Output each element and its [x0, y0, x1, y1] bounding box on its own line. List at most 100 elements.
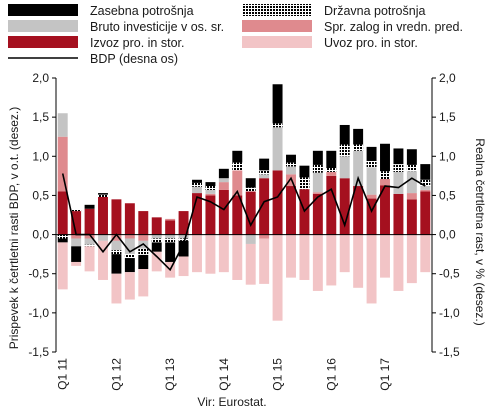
- legend-swatch-4: [8, 36, 78, 48]
- source-note: Vir: Eurostat.: [197, 395, 266, 409]
- bar-0-0: [57, 191, 68, 235]
- bar-4-1: [71, 246, 82, 262]
- bar-2-14: [245, 234, 256, 244]
- bar-2-10: [192, 186, 202, 194]
- left-tick-label: 1,5: [32, 110, 49, 124]
- bar-3-4: [111, 250, 122, 255]
- bar-3-15: [259, 170, 270, 175]
- bar-4-0: [57, 238, 68, 243]
- bar-1-2: [84, 234, 95, 239]
- bar-0-13: [232, 195, 243, 235]
- bar-0-10: [192, 193, 202, 235]
- bar-1-0: [57, 136, 68, 192]
- right-axis-ticks: 2,0 1,5 1,0 0,5 0,0 -0,5 -1,0 -1,5: [432, 71, 460, 359]
- bar-2-1: [71, 238, 82, 247]
- bar-2-7: [151, 234, 162, 239]
- x-tick-label: Q1 12: [109, 358, 123, 391]
- bar-2-3: [98, 234, 108, 241]
- bar-4-5: [124, 258, 135, 273]
- bar-5-5: [124, 272, 135, 300]
- bar-4-25: [393, 148, 404, 165]
- legend-label-4: Izvoz pro. in stor.: [90, 36, 184, 50]
- bar-4-22: [353, 128, 364, 145]
- bar-3-25: [393, 164, 404, 172]
- bar-1-11: [205, 193, 216, 196]
- bar-4-11: [205, 182, 216, 187]
- bar-4-21: [339, 124, 350, 145]
- bar-0-5: [124, 203, 135, 235]
- bar-0-6: [138, 211, 149, 235]
- bar-2-26: [406, 171, 417, 194]
- bar-4-3: [98, 193, 108, 195]
- bar-0-3: [98, 196, 108, 235]
- x-tick-label: Q1 17: [378, 358, 392, 391]
- bar-5-18: [299, 234, 310, 280]
- bar-2-0: [57, 113, 68, 137]
- bar-0-7: [151, 217, 162, 235]
- bar-3-13: [232, 162, 243, 171]
- bar-3-23: [366, 160, 377, 168]
- legend: Zasebna potrošnja Državna potrošnja Bruto …: [8, 4, 463, 66]
- bar-3-2: [84, 244, 95, 247]
- bar-0-16: [272, 170, 283, 235]
- bar-3-19: [312, 164, 323, 173]
- legend-label-0: Zasebna potrošnja: [90, 4, 194, 18]
- bar-2-27: [420, 186, 431, 190]
- bar-2-9: [178, 234, 189, 239]
- left-tick-label: -1,5: [28, 345, 49, 359]
- bar-0-27: [420, 191, 431, 235]
- bar-0-22: [353, 186, 364, 235]
- bar-2-17: [286, 166, 296, 175]
- bar-3-18: [299, 177, 310, 190]
- bar-4-20: [326, 150, 337, 169]
- left-tick-label: 0,0: [32, 228, 49, 242]
- bar-3-8: [165, 238, 176, 243]
- bar-5-17: [286, 234, 296, 278]
- x-axis-ticks: Q1 11 Q1 12 Q1 13 Q1 14 Q1 15 Q1 16 Q1 17: [56, 358, 392, 391]
- bar-4-23: [366, 146, 377, 161]
- legend-label-2: Bruto investicije v os. sr.: [90, 20, 224, 34]
- bar-4-12: [218, 168, 229, 179]
- bar-3-16: [272, 123, 283, 128]
- bar-4-13: [232, 150, 243, 163]
- right-tick-label: -1,5: [439, 345, 460, 359]
- right-tick-label: 0,5: [439, 188, 456, 202]
- bar-0-21: [339, 178, 350, 235]
- bar-4-4: [111, 254, 122, 274]
- bar-3-6: [138, 248, 149, 255]
- bar-0-11: [205, 195, 216, 235]
- gdp-line: [61, 173, 426, 272]
- y-axis-label-left: Prispevek k četrtletni rasti BDP, v o.t.…: [7, 107, 21, 350]
- bar-3-5: [124, 254, 135, 259]
- bar-5-27: [420, 234, 431, 273]
- bar-3-0: [57, 234, 68, 239]
- bar-5-9: [178, 256, 189, 277]
- bar-1-6: [138, 234, 149, 241]
- bar-5-2: [84, 246, 95, 272]
- bar-5-25: [393, 234, 404, 291]
- left-tick-label: 2,0: [32, 71, 49, 85]
- bar-4-26: [406, 149, 417, 165]
- bar-3-21: [339, 144, 350, 157]
- bar-4-24: [380, 143, 390, 172]
- bar-4-19: [312, 150, 323, 165]
- bar-1-12: [218, 182, 229, 190]
- bar-2-25: [393, 171, 404, 194]
- bar-4-15: [259, 158, 270, 171]
- bar-3-9: [178, 238, 189, 241]
- bar-1-13: [232, 170, 243, 196]
- legend-swatch-3: [242, 20, 312, 32]
- bar-0-17: [286, 186, 296, 235]
- left-axis-ticks: 2,0 1,5 1,0 0,5 0,0 -0,5 -1,0 -1,5: [28, 71, 56, 359]
- bar-1-27: [420, 189, 431, 192]
- bar-0-26: [406, 199, 417, 235]
- bar-3-10: [192, 182, 202, 187]
- bar-0-19: [312, 193, 323, 235]
- bar-5-10: [192, 234, 202, 273]
- bar-4-16: [272, 84, 283, 124]
- x-tick-label: Q1 16: [324, 358, 338, 391]
- legend-label-1: Državna potrošnja: [324, 4, 425, 18]
- bar-0-20: [326, 175, 337, 235]
- bar-1-26: [406, 193, 417, 200]
